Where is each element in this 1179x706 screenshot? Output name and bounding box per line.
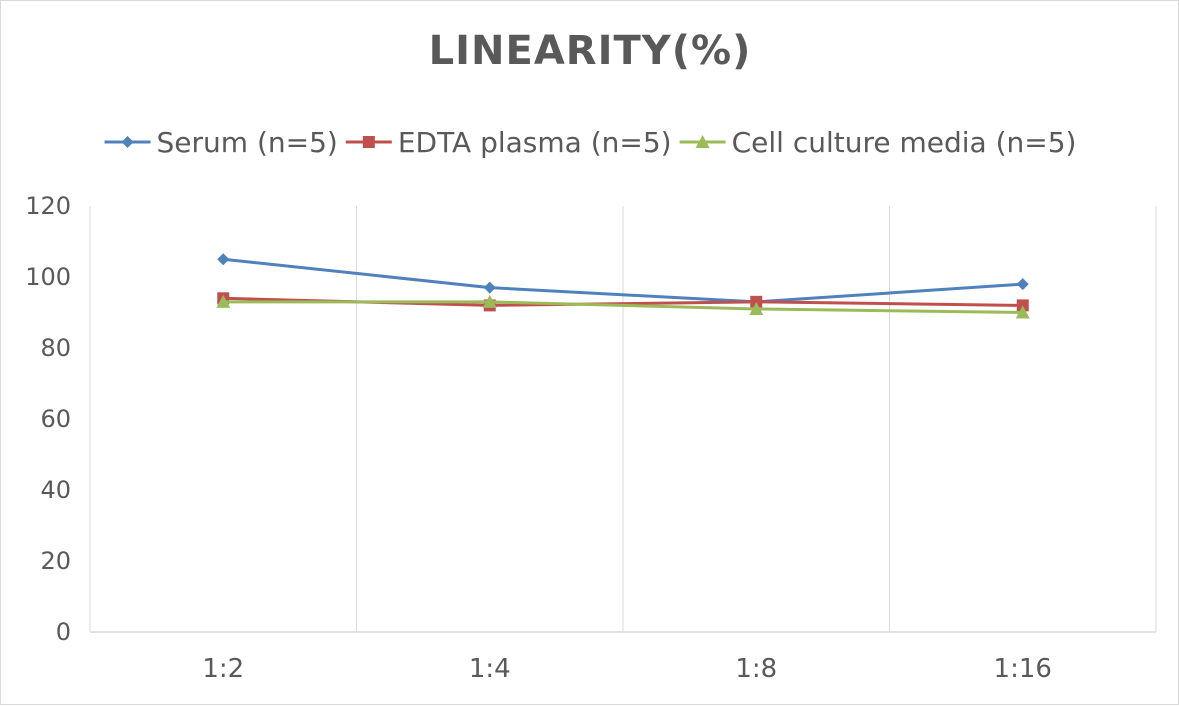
series-layer xyxy=(216,253,1030,319)
x-tick-label: 1:2 xyxy=(202,654,244,684)
data-point xyxy=(216,294,231,308)
data-point xyxy=(483,281,496,294)
gridlines xyxy=(89,206,1157,632)
data-point xyxy=(121,136,134,148)
series-1 xyxy=(217,253,1029,308)
data-point xyxy=(749,301,764,315)
legend-label: EDTA plasma (n=5) xyxy=(398,126,672,159)
y-tick-label: 100 xyxy=(25,263,71,291)
data-point xyxy=(482,294,497,308)
y-tick-label: 20 xyxy=(40,547,71,575)
x-tick-label: 1:4 xyxy=(469,654,511,684)
series-line xyxy=(223,257,1023,304)
chart-title: LINEARITY(%) xyxy=(429,28,752,74)
series-3 xyxy=(216,294,1030,319)
y-axis-ticks: 0 20 40 60 80 100 120 xyxy=(25,192,71,646)
legend-item: EDTA plasma (n=5) xyxy=(345,126,672,159)
legend-item: Cell culture media (n=5) xyxy=(679,126,1077,159)
x-tick-label: 1:16 xyxy=(994,654,1052,684)
series-line xyxy=(223,300,1023,314)
x-axis-ticks: 1:2 1:4 1:8 1:16 xyxy=(202,654,1052,684)
data-point xyxy=(1015,305,1030,319)
legend-label: Cell culture media (n=5) xyxy=(732,126,1077,159)
data-point xyxy=(1016,278,1029,291)
legend-item: Serum (n=5) xyxy=(104,126,338,159)
legend-label: Serum (n=5) xyxy=(157,126,338,159)
y-tick-label: 120 xyxy=(25,192,71,220)
y-tick-label: 60 xyxy=(40,405,71,433)
data-point xyxy=(362,136,375,148)
y-tick-label: 80 xyxy=(40,334,71,362)
y-tick-label: 40 xyxy=(40,476,71,504)
data-point xyxy=(750,295,763,308)
data-point xyxy=(1016,299,1029,312)
legend: Serum (n=5) EDTA plasma (n=5) Cell culture… xyxy=(104,126,1077,159)
data-point xyxy=(695,135,710,148)
y-tick-label: 0 xyxy=(56,618,71,646)
x-tick-label: 1:8 xyxy=(735,654,777,684)
data-point xyxy=(217,253,230,266)
